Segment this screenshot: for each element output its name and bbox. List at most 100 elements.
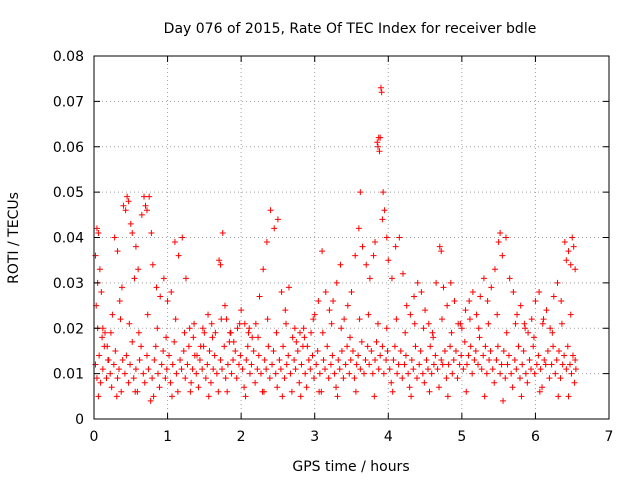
data-point [375,366,382,373]
data-point [123,352,130,359]
data-point [541,357,548,364]
data-point [374,143,381,150]
data-point [185,343,192,350]
data-point [255,352,262,359]
data-point [452,347,459,354]
data-point [145,366,152,373]
data-point [191,352,198,359]
data-point [338,325,345,332]
data-point [264,316,271,323]
data-point [138,343,145,350]
data-point [234,325,241,332]
data-point [135,329,142,336]
data-point [461,338,468,345]
data-point [178,366,185,373]
data-point [260,266,267,273]
data-point [95,393,102,400]
data-point [244,343,251,350]
data-point [127,220,134,227]
data-point [522,370,529,377]
data-point [232,347,239,354]
data-point [493,357,500,364]
data-point [500,397,507,404]
data-point [480,275,487,282]
data-point [292,366,299,373]
data-point [112,347,119,354]
data-point [357,189,364,196]
data-point [401,361,408,368]
data-point [478,366,485,373]
data-point [347,357,354,364]
data-point [420,325,427,332]
data-point [118,388,125,395]
data-point [171,239,178,246]
data-point [218,316,225,323]
data-point [498,361,505,368]
y-tick-label: 0.01 [53,367,84,383]
y-axis-label: ROTI / TECUs [6,192,22,284]
data-point [564,343,571,350]
data-point [261,357,268,364]
data-point [153,284,160,291]
data-point [349,347,356,354]
data-point [436,384,443,391]
data-point [189,366,196,373]
data-point [372,357,379,364]
y-tick-label: 0.04 [53,231,84,247]
data-point [252,320,259,327]
data-point [190,334,197,341]
data-point [210,366,217,373]
data-point [536,388,543,395]
data-point [558,320,565,327]
data-point [327,361,334,368]
data-point [377,84,384,91]
data-point [515,343,522,350]
data-point [557,375,564,382]
data-point [438,316,445,323]
data-point [511,357,518,364]
data-point [563,257,570,264]
data-point [281,375,288,382]
data-point [370,252,377,259]
data-point [497,370,504,377]
data-point [457,320,464,327]
data-point [548,361,555,368]
data-point [489,366,496,373]
data-point [518,393,525,400]
data-point [572,366,579,373]
data-point [429,329,436,336]
data-point [533,361,540,368]
data-point [98,288,105,295]
data-point [162,375,169,382]
data-point [322,366,329,373]
data-point [537,366,544,373]
data-point [144,311,151,318]
data-point [283,320,290,327]
data-point [528,366,535,373]
data-point [390,357,397,364]
data-point [355,225,362,232]
data-point [219,229,226,236]
data-point [299,343,306,350]
data-point [174,388,181,395]
data-point [110,361,117,368]
data-point [485,320,492,327]
data-point [309,352,316,359]
data-point [386,366,393,373]
data-point [550,293,557,300]
data-point [503,234,509,241]
data-point [160,275,167,282]
data-point [447,343,454,350]
data-point [274,384,281,391]
data-point [245,329,252,336]
data-point [487,347,494,354]
data-point [413,375,420,382]
data-point [517,302,524,309]
data-point [438,357,445,364]
data-point [536,288,543,295]
data-point [113,393,120,400]
data-point [157,293,164,300]
data-point [335,357,342,364]
data-point [228,370,235,377]
data-point [380,189,387,196]
